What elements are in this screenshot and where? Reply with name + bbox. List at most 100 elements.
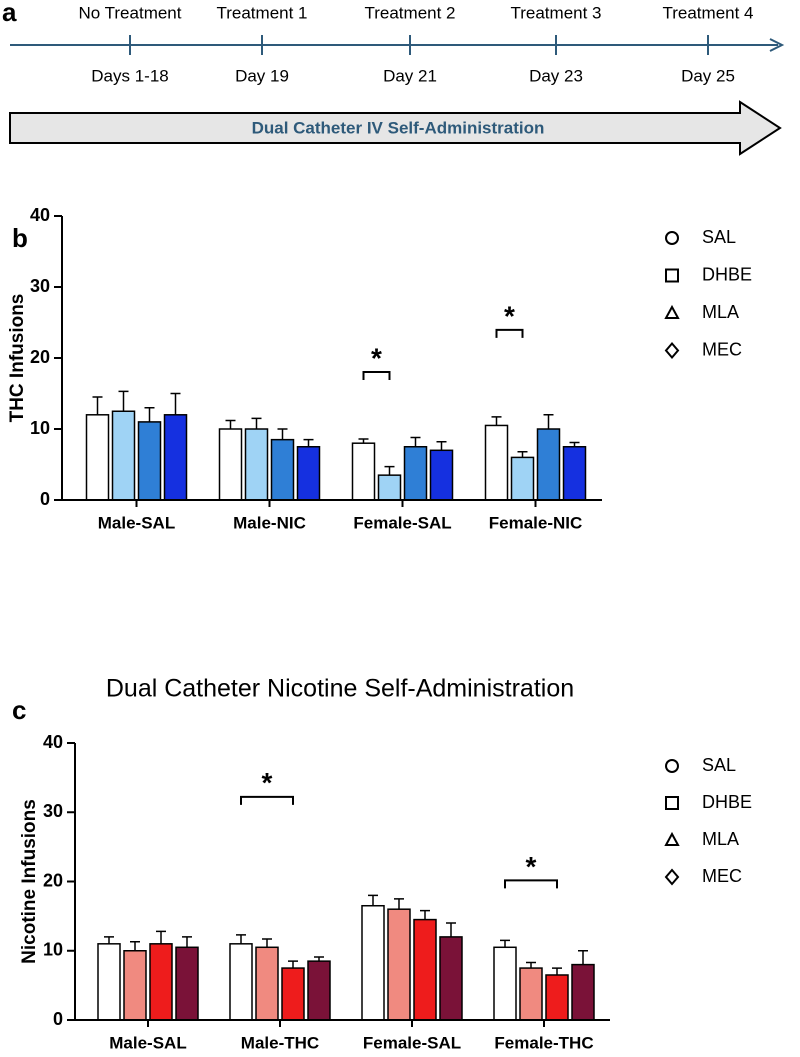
error-bar — [314, 956, 324, 962]
bar — [255, 946, 279, 1021]
error-bar — [236, 934, 246, 944]
bar — [403, 446, 428, 501]
event-day: Day 25 — [681, 66, 735, 85]
event-day: Days 1-18 — [91, 66, 168, 85]
y-tick-label: 0 — [53, 1009, 63, 1029]
y-tick-label: 20 — [30, 347, 50, 367]
legend-label: DHBE — [702, 792, 752, 812]
x-tick-label: Male-NIC — [233, 513, 306, 532]
significance-label: * — [504, 300, 515, 331]
timeline-arrowhead — [769, 38, 785, 52]
error-bar — [446, 922, 456, 937]
bar — [85, 414, 110, 501]
banner-text: Dual Catheter IV Self-Administration — [252, 118, 545, 137]
significance-bracket — [495, 328, 524, 338]
bar — [493, 946, 517, 1021]
bar — [163, 414, 188, 501]
bar — [97, 943, 121, 1021]
error-bar — [436, 441, 447, 451]
error-bar — [251, 417, 262, 429]
bar — [387, 908, 411, 1021]
bar — [562, 446, 587, 501]
bar — [510, 456, 535, 501]
error-bar — [569, 441, 580, 447]
event-day: Day 21 — [383, 66, 437, 85]
panel-label: b — [12, 223, 28, 253]
significance-bracket — [240, 795, 294, 805]
legend-marker — [664, 868, 680, 886]
bar — [571, 963, 595, 1021]
legend-marker — [665, 231, 679, 245]
bar — [175, 946, 199, 1021]
error-bar — [410, 436, 421, 447]
y-tick-label: 10 — [30, 418, 50, 438]
error-bar — [500, 939, 510, 948]
significance-label: * — [262, 767, 273, 798]
x-tick-label: Male-SAL — [98, 513, 175, 532]
x-tick-label: Male-THC — [241, 1033, 319, 1052]
legend-marker — [664, 304, 680, 319]
legend-label: DHBE — [702, 264, 752, 284]
x-tick-label: Male-SAL — [109, 1033, 186, 1052]
error-bar — [182, 936, 192, 948]
bar — [519, 967, 543, 1021]
error-bar — [262, 938, 272, 948]
bar — [439, 936, 463, 1021]
error-bar — [92, 396, 103, 415]
error-bar — [104, 936, 114, 944]
legend-marker — [664, 831, 680, 846]
bar — [229, 943, 253, 1021]
event-day: Day 23 — [529, 66, 583, 85]
bar — [281, 967, 305, 1021]
legend-marker — [665, 268, 679, 283]
error-bar — [543, 414, 554, 429]
error-bar — [118, 390, 129, 412]
error-bar — [552, 967, 562, 975]
event-label: Treatment 1 — [216, 3, 307, 22]
error-bar — [526, 961, 536, 969]
y-axis-label: Nicotine Infusions — [19, 799, 40, 964]
bar — [361, 904, 385, 1021]
y-tick-label: 30 — [30, 276, 50, 296]
x-tick-label: Female-NIC — [489, 513, 583, 532]
y-tick-label: 40 — [30, 205, 50, 225]
legend-label: SAL — [702, 227, 736, 247]
significance-label: * — [526, 851, 537, 882]
error-bar — [303, 438, 314, 447]
banner-arrow — [9, 100, 782, 156]
error-bar — [384, 465, 395, 476]
error-bar — [517, 450, 528, 458]
bar — [218, 428, 243, 501]
significance-bracket — [362, 370, 391, 380]
error-bar — [491, 416, 502, 426]
event-label: No Treatment — [79, 3, 182, 22]
event-label: Treatment 2 — [364, 3, 455, 22]
bar — [484, 424, 509, 501]
legend-label: MLA — [702, 829, 739, 849]
bar — [377, 474, 402, 501]
y-tick-label: 30 — [43, 801, 63, 821]
error-bar — [368, 894, 378, 906]
bar — [111, 410, 136, 501]
y-axis-label: THC Infusions — [7, 294, 28, 423]
bar — [545, 974, 569, 1021]
legend-label: MEC — [702, 339, 742, 359]
error-bar — [144, 406, 155, 422]
error-bar — [225, 419, 236, 429]
bar — [413, 918, 437, 1021]
event-day: Day 19 — [235, 66, 289, 85]
error-bar — [156, 930, 166, 944]
error-bar — [170, 392, 181, 415]
x-tick-label: Female-THC — [494, 1033, 593, 1052]
error-bar — [394, 898, 404, 910]
significance-bracket — [504, 879, 558, 889]
error-bar — [277, 428, 288, 440]
bar — [149, 943, 173, 1021]
chart-title: Dual Catheter Nicotine Self-Administrati… — [106, 675, 574, 703]
y-tick-label: 40 — [43, 732, 63, 752]
panel-label: a — [2, 0, 17, 27]
legend-marker — [665, 759, 679, 773]
bar — [123, 950, 147, 1021]
bar — [137, 421, 162, 501]
